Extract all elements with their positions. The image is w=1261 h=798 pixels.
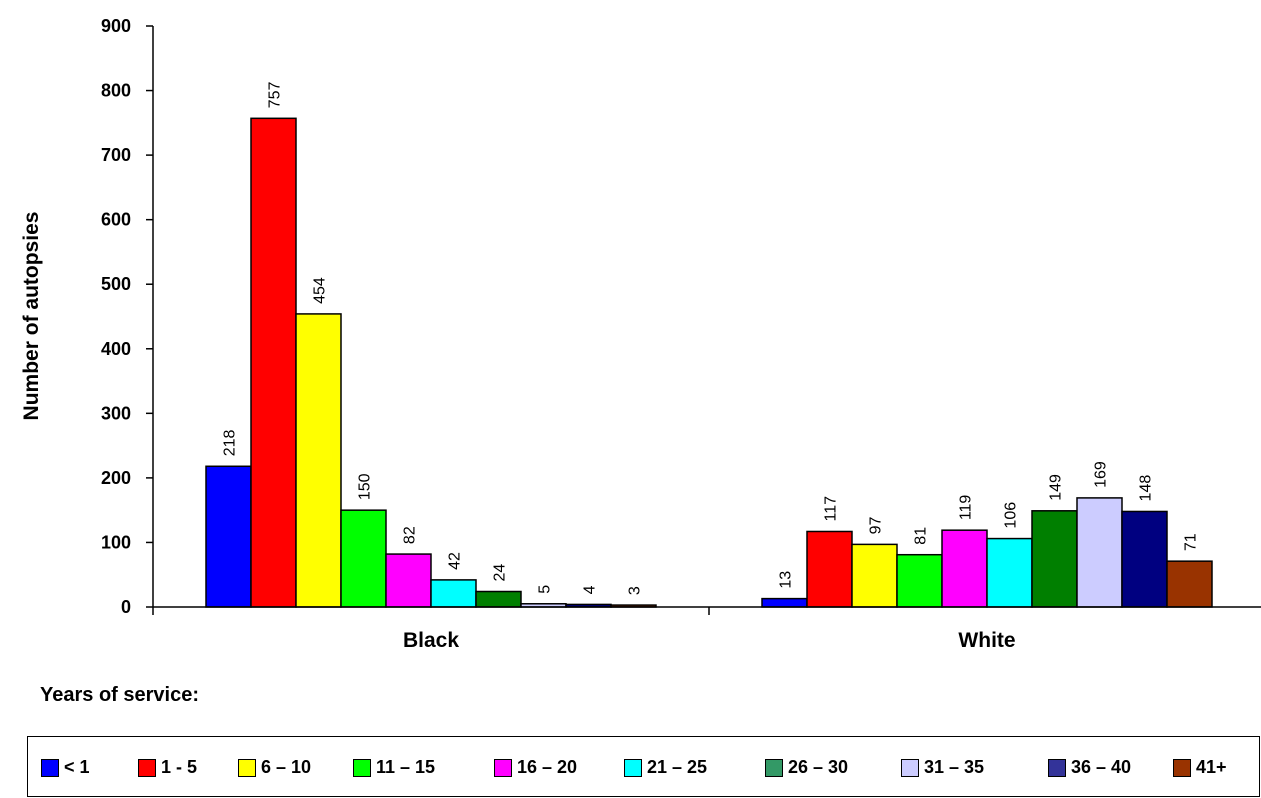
- data-labels: 218 757 454 150 82 42 24 5 4 3 13 117 97 81 119 106 149 1…: [222, 82, 1200, 596]
- y-tick-label: 0: [121, 597, 131, 617]
- data-label: 149: [1048, 474, 1065, 501]
- bar: [295, 313, 342, 608]
- data-label: 218: [222, 429, 239, 456]
- legend-item: < 1: [41, 757, 90, 778]
- legend-swatch: [624, 758, 642, 777]
- legend: < 1 1 - 5 6 – 10 11 – 15 16 – 20 21 – 25 26 – …: [27, 736, 1260, 797]
- legend-swatch: [494, 758, 512, 777]
- legend-swatch: [1048, 758, 1066, 777]
- legend-label: 26 – 30: [788, 757, 849, 777]
- legend-item: 16 – 20: [494, 757, 577, 778]
- y-tick-label: 900: [101, 16, 131, 36]
- bar: [1121, 510, 1168, 608]
- bar: [1166, 560, 1213, 608]
- legend-label: 16 – 20: [517, 757, 578, 777]
- y-tick-label: 500: [101, 274, 131, 294]
- bar: [1076, 497, 1123, 608]
- data-label: 119: [958, 495, 975, 521]
- legend-swatch: [1173, 758, 1191, 777]
- y-tick-label: 300: [101, 403, 131, 423]
- data-label: 148: [1138, 475, 1155, 502]
- data-label: 4: [582, 585, 599, 594]
- data-label: 757: [267, 82, 284, 109]
- legend-item: 36 – 40: [1048, 757, 1131, 778]
- data-label: 150: [357, 473, 374, 500]
- bar: [1031, 510, 1078, 608]
- legend-swatch: [138, 758, 156, 777]
- data-label: 454: [312, 277, 329, 304]
- bar: [896, 553, 943, 608]
- legend-swatch: [41, 758, 59, 777]
- bar: [851, 543, 898, 608]
- y-axis-ticks: 0 100 200 300 400 500 600 700 800 900: [101, 16, 153, 617]
- y-tick-label: 600: [101, 210, 131, 230]
- legend-item: 1 - 5: [138, 757, 197, 778]
- legend-item: 21 – 25: [624, 757, 707, 778]
- legend-swatch: [901, 758, 919, 777]
- data-label: 82: [402, 526, 419, 544]
- legend-label: 11 – 15: [376, 757, 436, 777]
- bar: [340, 509, 387, 608]
- legend-label: 6 – 10: [261, 757, 312, 777]
- x-axis-ticks: [152, 607, 710, 615]
- category-labels: Black White: [403, 629, 1016, 652]
- legend-label: 41+: [1196, 757, 1227, 777]
- data-label: 5: [537, 585, 554, 594]
- data-label: 117: [823, 496, 840, 522]
- legend-item: 31 – 35: [901, 757, 984, 778]
- data-label: 24: [492, 564, 509, 582]
- legend-item: 26 – 30: [765, 757, 848, 778]
- data-label: 71: [1183, 533, 1200, 551]
- data-label: 169: [1093, 461, 1110, 488]
- bar: [806, 530, 853, 608]
- legend-swatch: [353, 758, 371, 777]
- legend-label: 36 – 40: [1071, 757, 1132, 777]
- category-label: Black: [403, 629, 459, 652]
- bar: [250, 117, 297, 608]
- legend-label: 21 – 25: [647, 757, 708, 777]
- bar: [941, 529, 988, 608]
- data-label: 106: [1003, 502, 1020, 529]
- y-tick-label: 800: [101, 81, 131, 101]
- data-label: 97: [868, 516, 885, 534]
- legend-swatch: [238, 758, 256, 777]
- legend-item: 11 – 15: [353, 757, 435, 778]
- data-label: 42: [447, 552, 464, 570]
- legend-label: 1 - 5: [161, 757, 198, 777]
- bar: [761, 597, 808, 608]
- data-label: 3: [627, 586, 644, 595]
- data-label: 81: [913, 527, 930, 545]
- bar: [475, 590, 522, 608]
- bar-chart: 0 100 200 300 400 500 600 700 800 900 218 757 454 15…: [20, 16, 1261, 652]
- legend-swatch: [765, 758, 783, 777]
- data-label: 13: [778, 571, 795, 589]
- legend-label: < 1: [64, 757, 90, 777]
- bar: [205, 465, 252, 608]
- bars: [205, 117, 1213, 608]
- y-axis-title: Number of autopsies: [20, 212, 43, 421]
- y-tick-label: 100: [101, 532, 131, 552]
- legend-item: 41+: [1173, 757, 1227, 778]
- y-tick-label: 400: [101, 339, 131, 359]
- y-tick-label: 700: [101, 145, 131, 165]
- bar: [986, 537, 1033, 608]
- legend-item: 6 – 10: [238, 757, 311, 778]
- category-label: White: [958, 629, 1015, 652]
- bar: [385, 553, 432, 608]
- legend-label: 31 – 35: [924, 757, 985, 777]
- legend-title: Years of service:: [40, 684, 199, 706]
- bar: [430, 579, 477, 608]
- y-tick-label: 200: [101, 468, 131, 488]
